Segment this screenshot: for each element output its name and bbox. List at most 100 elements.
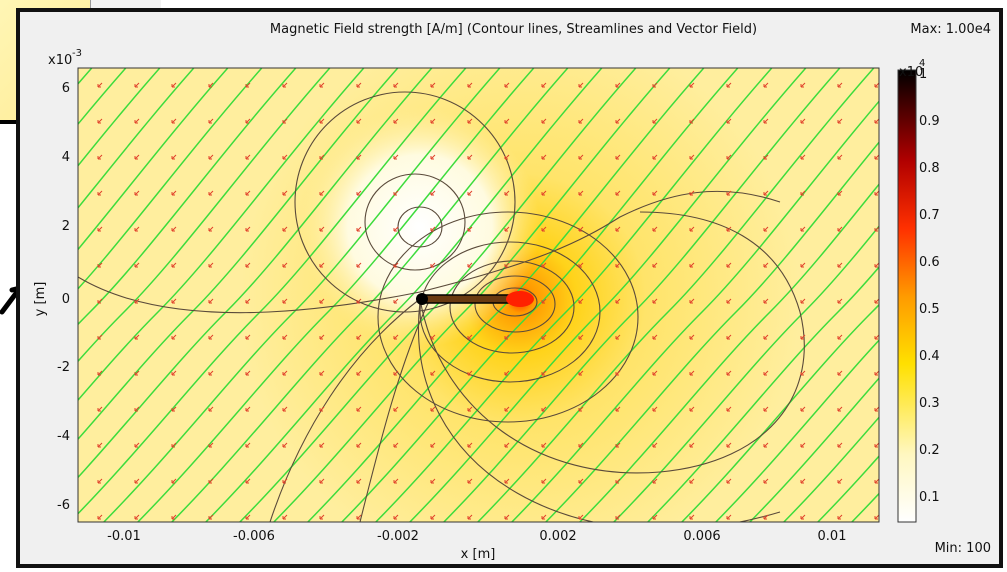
field-arrow (615, 334, 621, 340)
field-arrow (763, 82, 769, 88)
field-arrow (171, 514, 177, 520)
field-arrow (208, 154, 214, 160)
field-arrow (763, 226, 769, 232)
field-arrow (134, 298, 140, 304)
field-arrow (763, 118, 769, 124)
field-arrow (837, 334, 843, 340)
field-arrow (134, 82, 140, 88)
field-arrow (282, 190, 288, 196)
field-arrow (800, 118, 806, 124)
field-arrow (97, 190, 103, 196)
field-arrow (430, 226, 436, 232)
streamline (476, 68, 875, 522)
field-arrow (134, 406, 140, 412)
field-arrow (726, 190, 732, 196)
field-arrow (763, 298, 769, 304)
y-tick-label: 2 (62, 219, 70, 234)
streamline (78, 68, 161, 167)
field-arrow (393, 334, 399, 340)
field-arrow (134, 334, 140, 340)
y-axis-exponent-base: x10 (48, 53, 72, 68)
field-arrow (837, 226, 843, 232)
field-arrow (356, 118, 362, 124)
x-axis-ticks: -0.01 -0.006 -0.002 0.002 0.006 0.01 (107, 529, 846, 544)
field-arrow (208, 406, 214, 412)
field-arrow (763, 334, 769, 340)
y-tick-label: 0 (62, 292, 70, 307)
field-arrow (874, 82, 879, 88)
field-arrow (726, 406, 732, 412)
field-arrow (541, 262, 547, 268)
field-arrow (578, 82, 584, 88)
field-arrow (652, 118, 658, 124)
field-arrow (208, 514, 214, 520)
field-arrow (504, 262, 510, 268)
colorbar-tick-label: 0.9 (919, 114, 940, 129)
field-arrow (393, 190, 399, 196)
field-arrow (578, 190, 584, 196)
field-arrow (837, 118, 843, 124)
field-arrow (874, 154, 879, 160)
field-arrow (208, 82, 214, 88)
field-arrow (356, 370, 362, 376)
magnet-north-pole (506, 291, 534, 307)
field-arrow (393, 298, 399, 304)
field-arrow (97, 154, 103, 160)
field-arrow (652, 370, 658, 376)
field-arrow (171, 226, 177, 232)
field-arrow (837, 514, 843, 520)
field-arrow (467, 478, 473, 484)
field-arrow (689, 262, 695, 268)
max-value-label: Max: 1.00e4 (910, 22, 991, 37)
field-arrow (689, 478, 695, 484)
field-arrow (726, 370, 732, 376)
field-arrow (800, 442, 806, 448)
field-arrow (874, 262, 879, 268)
field-arrow (319, 82, 325, 88)
streamline (170, 68, 569, 522)
background-divider (0, 120, 30, 124)
field-arrow (800, 478, 806, 484)
field-arrow (837, 370, 843, 376)
field-arrow (541, 514, 547, 520)
field-arrow (171, 154, 177, 160)
field-arrow (319, 118, 325, 124)
field-arrow (282, 514, 288, 520)
field-arrow (467, 82, 473, 88)
field-arrow (245, 226, 251, 232)
field-arrow (652, 190, 658, 196)
y-tick-label: 4 (62, 150, 70, 165)
field-arrow (689, 334, 695, 340)
streamline (374, 68, 773, 522)
colorbar-tick-label: 0.2 (919, 443, 940, 458)
field-arrow (504, 514, 510, 520)
field-arrow (393, 442, 399, 448)
field-arrow (763, 154, 769, 160)
field-arrow (800, 226, 806, 232)
field-arrow (874, 226, 879, 232)
field-arrow (282, 478, 288, 484)
field-arrow (467, 118, 473, 124)
colorbar (897, 69, 917, 523)
field-arrow (726, 298, 732, 304)
field-arrow (208, 190, 214, 196)
field-arrow (800, 298, 806, 304)
colorbar-tick-label: 0.8 (919, 161, 940, 176)
field-arrow (615, 514, 621, 520)
field-arrow (615, 406, 621, 412)
field-arrow (652, 154, 658, 160)
streamline (612, 225, 879, 522)
field-arrow (689, 190, 695, 196)
streamline (782, 416, 879, 522)
field-arrow (541, 478, 547, 484)
field-arrow (393, 478, 399, 484)
y-tick-label: 6 (62, 81, 70, 96)
streamline (136, 68, 535, 522)
field-arrow (504, 334, 510, 340)
field-arrow (356, 514, 362, 520)
field-arrow (578, 262, 584, 268)
field-arrow (245, 82, 251, 88)
field-arrow (652, 442, 658, 448)
field-arrow (837, 262, 843, 268)
field-arrow (874, 442, 879, 448)
